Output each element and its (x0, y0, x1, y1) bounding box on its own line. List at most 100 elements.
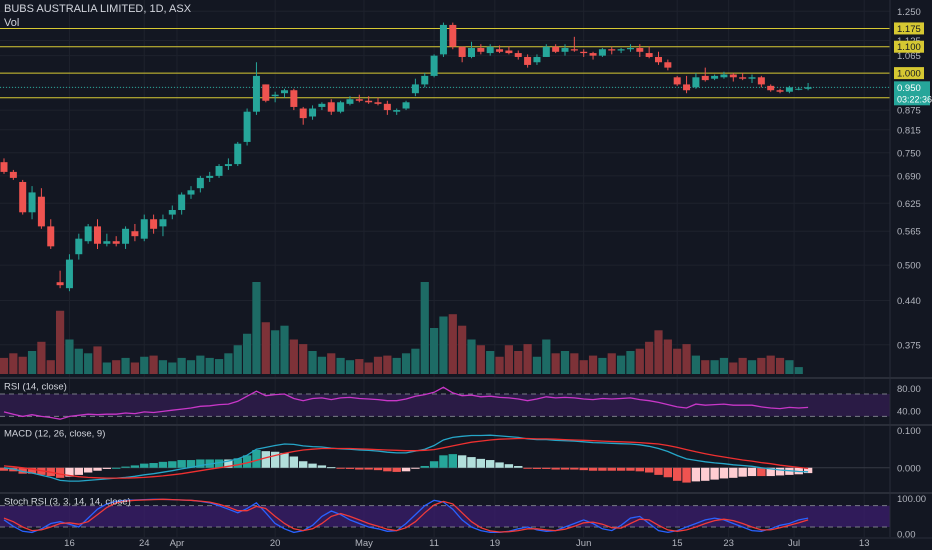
pane-labels: RSI (14, close) MACD (12, 26, close, 9) St… (4, 382, 131, 508)
macd-histogram-bar (93, 467, 102, 471)
macd-histogram-bar (663, 467, 673, 478)
volume-bars (0, 282, 803, 374)
candle-body (739, 77, 747, 79)
candle-body (589, 53, 597, 56)
macd-histogram-bar (495, 462, 504, 468)
candle-body (187, 190, 195, 195)
time-axis[interactable]: 16 24 Apr 20 May 11 19 Jun 15 23 Jul 13 (64, 538, 869, 549)
candle-body (785, 87, 793, 92)
volume-bar (504, 345, 513, 374)
candle-body (365, 100, 373, 103)
macd-histogram-bar (644, 467, 654, 473)
volume-bar (130, 362, 139, 374)
candle-body (561, 47, 569, 52)
candlesticks[interactable] (0, 22, 812, 292)
candle-body (673, 77, 681, 85)
volume-bar (84, 353, 93, 374)
price-axis[interactable]: 1.2501.1251.0650.8750.8150.7500.6900.625… (894, 7, 932, 541)
macd-histogram-bar (130, 465, 140, 468)
volume-bar (299, 344, 308, 374)
price-tick-label: 0.440 (897, 296, 921, 307)
candle-body (65, 259, 73, 289)
price-tick-label: 0.815 (897, 125, 921, 136)
price-tick-label: 1.065 (897, 51, 921, 62)
volume-bar (785, 360, 794, 374)
candle-body (570, 49, 578, 51)
macd-histogram-bar (65, 467, 74, 477)
volume-bar (532, 356, 542, 374)
candle-body (486, 46, 494, 54)
macd-histogram-bar (373, 467, 383, 471)
volume-bar (691, 355, 700, 374)
candle-body (402, 102, 410, 109)
macd-histogram-bar (654, 467, 663, 475)
volume-bar (271, 330, 280, 374)
macd-histogram-bar (345, 467, 355, 469)
macd-histogram-bar (383, 467, 392, 472)
volume-bar (37, 341, 46, 374)
level-tag-label: 1.100 (897, 42, 921, 53)
macd-histogram-bar (766, 467, 775, 477)
candle-body (299, 108, 307, 119)
volume-bar (112, 360, 121, 374)
volume-bar (495, 356, 504, 374)
level-tag (894, 22, 924, 35)
candle-body (122, 228, 130, 244)
rsi-band (0, 394, 890, 417)
volume-bar (121, 357, 130, 374)
horizontal-levels[interactable] (0, 27, 890, 99)
candle-body (767, 85, 775, 91)
candle-body (262, 84, 270, 101)
candle-body (224, 164, 232, 167)
stoch-band (0, 505, 890, 528)
macd-histogram-bar (299, 461, 308, 468)
macd-histogram-bar (252, 449, 261, 468)
candle-body (711, 75, 719, 79)
level-tag (894, 67, 924, 80)
volume-bar (458, 325, 467, 374)
volume-bar (523, 344, 532, 374)
candle-body (421, 75, 429, 85)
candle-body (795, 88, 803, 90)
volume-bar (140, 356, 149, 374)
volume-bar (149, 355, 158, 374)
volume-bar (635, 348, 644, 374)
candle-body (281, 90, 288, 94)
price-tick-label: 0.625 (897, 199, 921, 210)
macd-histogram-bar (177, 460, 186, 468)
macd-histogram-bar (560, 467, 570, 470)
macd-histogram-bar (168, 461, 177, 468)
volume-bar (27, 351, 37, 374)
macd-histogram-bar (233, 458, 242, 468)
candle-body (748, 77, 756, 79)
stoch-tick-label: 100.00 (897, 494, 926, 505)
stoch-tick-label: 0.00 (897, 530, 916, 541)
candle-body (327, 102, 335, 112)
candle-body (37, 196, 45, 227)
volume-bar (747, 360, 757, 374)
indicator-lines (0, 386, 813, 534)
price-tick-label: 0.500 (897, 261, 921, 272)
macd-histogram-bar (224, 459, 233, 468)
macd-histogram-bar (411, 467, 420, 469)
volume-bar (439, 316, 448, 374)
macd-histogram-bar (420, 465, 429, 468)
volume-bar (102, 362, 111, 374)
candle-body (626, 47, 634, 50)
candle-body (9, 171, 17, 178)
countdown-label: 03:22:36 (897, 94, 932, 104)
candle-body (542, 46, 550, 57)
macd-histogram-bar (719, 467, 729, 479)
volume-bar (196, 355, 205, 374)
price-tick-label: 0.875 (897, 106, 921, 117)
candle-body (346, 99, 354, 104)
candle-body (318, 103, 326, 107)
time-tick-label: May (355, 538, 373, 549)
candle-body (701, 75, 709, 81)
volume-bar (579, 360, 588, 374)
macd-histogram-bar (757, 467, 766, 477)
macd-tick-label: 0.100 (897, 426, 921, 437)
volume-bar (336, 357, 345, 374)
